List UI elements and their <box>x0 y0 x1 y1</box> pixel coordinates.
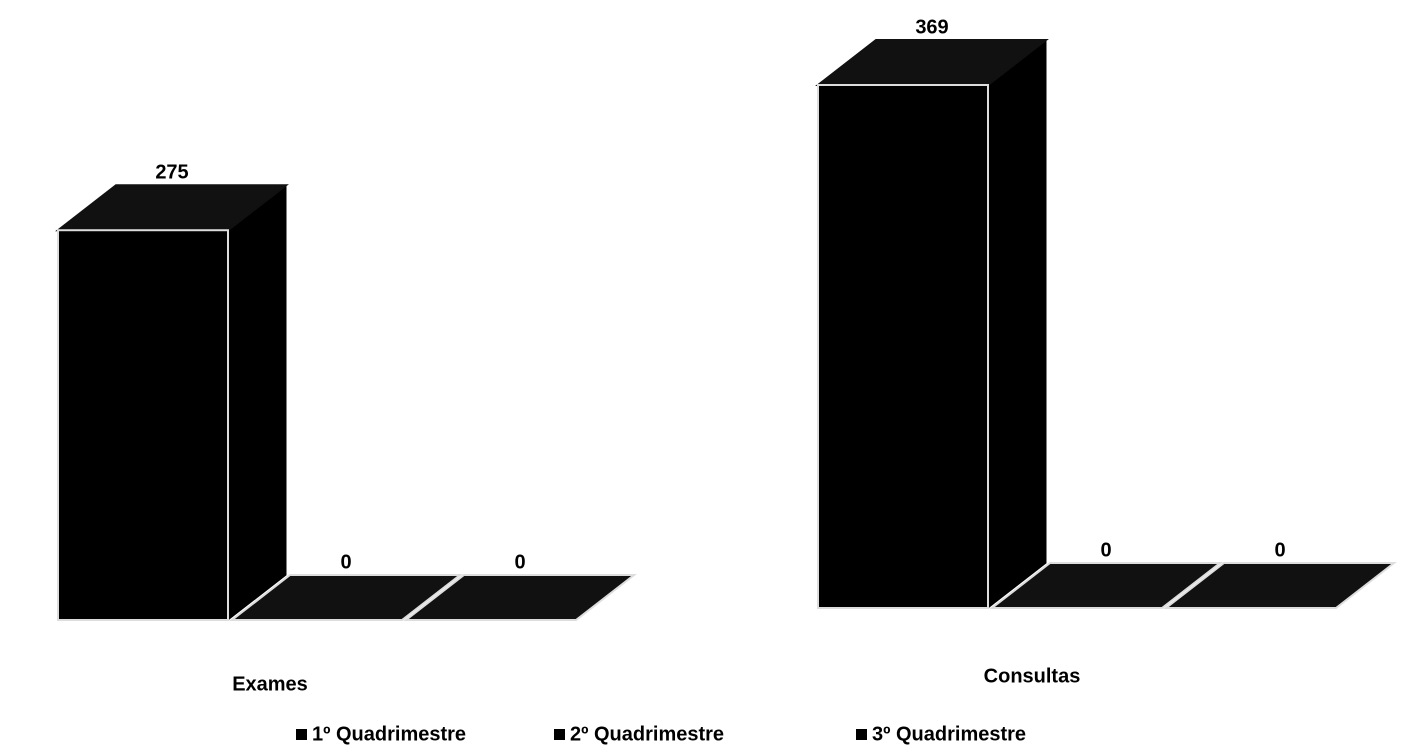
data-label: 369 <box>915 16 948 38</box>
legend-marker <box>856 729 867 740</box>
legend-label: 1º Quadrimestre <box>312 723 466 745</box>
data-label: 0 <box>340 551 351 573</box>
bar <box>1163 562 1397 609</box>
data-label: 0 <box>1100 539 1111 561</box>
bar-side <box>987 38 1047 610</box>
bar-side <box>227 184 287 622</box>
data-label: 275 <box>155 162 188 184</box>
category-label: Consultas <box>984 665 1081 687</box>
legend-label: 2º Quadrimestre <box>570 723 724 745</box>
bar <box>229 574 463 621</box>
bar-front <box>817 84 989 609</box>
legend-marker <box>554 729 565 740</box>
legend-marker <box>296 729 307 740</box>
bar-top <box>1163 562 1397 609</box>
bar-top <box>403 574 637 621</box>
data-label: 0 <box>1274 539 1285 561</box>
bar <box>989 562 1223 609</box>
bar-top <box>989 562 1223 609</box>
category-label: Exames <box>232 673 308 695</box>
bar <box>815 38 1049 610</box>
data-label: 0 <box>514 551 525 573</box>
bar-top <box>229 574 463 621</box>
legend-label: 3º Quadrimestre <box>872 723 1026 745</box>
bar-front <box>57 229 229 621</box>
bar <box>55 184 289 622</box>
bar <box>403 574 637 621</box>
